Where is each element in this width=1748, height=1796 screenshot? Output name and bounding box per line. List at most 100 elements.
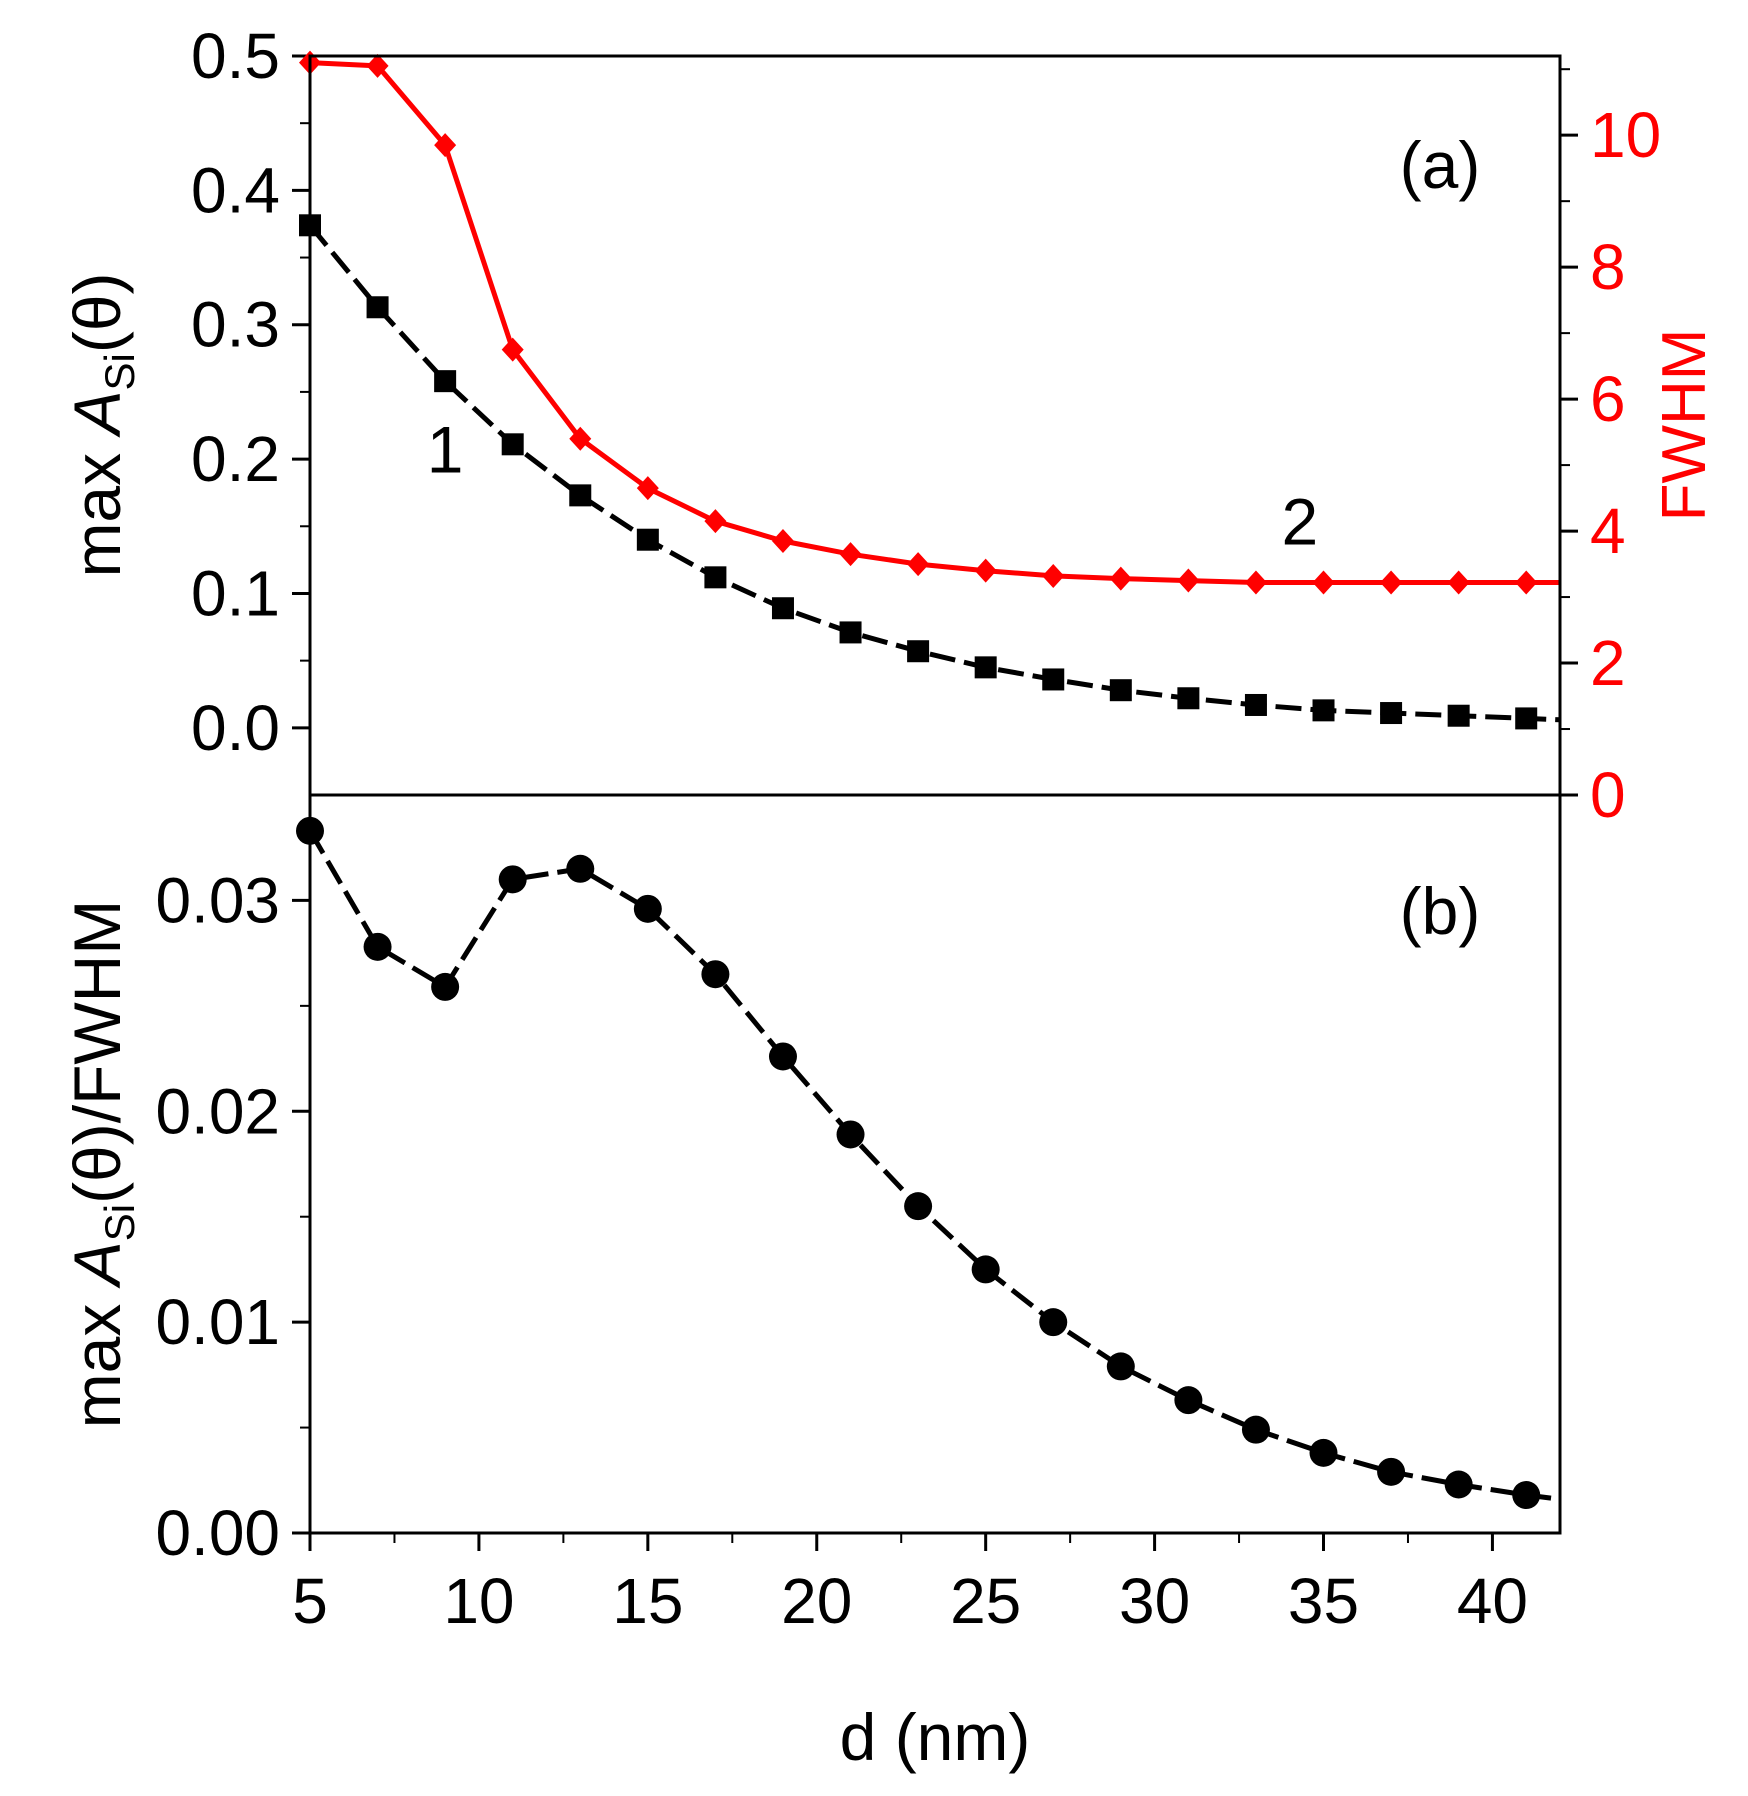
series-1-square-marker [1447, 704, 1470, 727]
series-2-diamond-marker [1380, 570, 1403, 595]
x-tick-label: 20 [781, 1565, 852, 1637]
series-1-line [308, 223, 1561, 723]
panel-b-left-tick-label: 0.01 [155, 1286, 280, 1358]
series-b-circle-marker [431, 972, 460, 1001]
ticks-layer [292, 54, 1578, 1551]
x-tick-label: 40 [1457, 1565, 1528, 1637]
x-tick-label: 5 [292, 1565, 328, 1637]
series-b-circle-marker [633, 894, 662, 923]
series-b-circle-marker [1444, 1470, 1473, 1499]
x-tick-label: 25 [950, 1565, 1021, 1637]
series-b-circle-marker [1377, 1457, 1406, 1486]
x-axis-title: d (nm) [840, 1700, 1031, 1774]
series-b-circle-marker [768, 1042, 797, 1071]
panel-a-left-axis-title-suffix: (θ) [60, 272, 134, 353]
series-2-diamond-marker [771, 528, 794, 553]
x-tick-label: 15 [612, 1565, 683, 1637]
series-2-diamond-marker [704, 509, 727, 534]
panel-b-left-axis-title-italic: A [60, 1241, 134, 1289]
series-1-square-marker [434, 370, 457, 393]
series-2-diamond-marker [1042, 563, 1065, 588]
series-2-diamond-marker [1109, 566, 1132, 591]
panel-a-right-tick-label: 4 [1590, 495, 1626, 567]
series-2-diamond-marker [1447, 570, 1470, 595]
panel-b-left-tick-label: 0.00 [155, 1497, 280, 1569]
panel-b-left-axis-title-subscript: Si [96, 1204, 143, 1241]
series-b-circle-marker [701, 960, 730, 989]
series-b-circle-marker [1039, 1308, 1068, 1337]
series-2-diamond-marker [907, 552, 930, 577]
series-1-square-marker [366, 296, 389, 319]
series-b-circle-marker [836, 1120, 865, 1149]
series-1-square-marker [974, 656, 997, 679]
series-1-square-marker [1312, 699, 1335, 722]
series-1-square-marker [907, 640, 930, 663]
series-1-square-marker [569, 484, 592, 507]
series-2-diamond-marker [434, 133, 457, 158]
panel-b-left-tick-label: 0.03 [155, 864, 280, 936]
panel-a-label: (a) [1400, 128, 1481, 202]
series-b-circle-marker [363, 932, 392, 961]
panel-b-left-axis-title: max ASi(θ)/FWHM [60, 900, 143, 1429]
panel-a-left-tick-label: 0.5 [191, 20, 280, 92]
series-1-square-marker [771, 597, 794, 620]
panel-a-right-tick-label: 8 [1590, 231, 1626, 303]
series-2-line [309, 60, 1560, 585]
series-1-square-marker [839, 621, 862, 644]
series-b-circle-marker [971, 1255, 1000, 1284]
panel-a-right-tick-label: 6 [1590, 363, 1626, 435]
panel-a-left-tick-label: 0.0 [191, 692, 280, 764]
x-tick-label: 30 [1119, 1565, 1190, 1637]
series-b-circle-marker [1106, 1352, 1135, 1381]
series-b-circle-marker [1512, 1481, 1541, 1510]
series-b-circle-marker [498, 865, 527, 894]
series-2-diamond-marker [569, 426, 592, 451]
panel-b-frame [308, 793, 1562, 1535]
series-2-label: 2 [1282, 484, 1319, 558]
series-1-label: 1 [427, 413, 464, 487]
panel-a-left-tick-label: 0.1 [191, 557, 280, 629]
text-layer: 5 10 15 20 25 30 35 40d (nm)0.00.10.20.30.40.50… [60, 20, 1719, 1774]
series-1-square-marker [1244, 693, 1267, 716]
series-1-square-marker [1042, 668, 1065, 691]
panel-a-left-axis-title-subscript: Si [96, 353, 143, 390]
frames-layer [308, 54, 1562, 1535]
series-1-square-marker [1515, 707, 1538, 730]
series-1-square-marker [501, 433, 524, 456]
series-b-circle-marker [1174, 1386, 1203, 1415]
panel-a-right-tick-label: 10 [1590, 99, 1661, 171]
panel-a-left-tick-label: 0.4 [191, 154, 280, 226]
panel-b-left-axis-title-prefix: max [60, 1285, 134, 1428]
series-layer [296, 50, 1561, 1510]
series-2-diamond-marker [1312, 570, 1335, 595]
panel-a-left-axis-title-prefix: max [60, 435, 134, 578]
series-2-diamond-marker [974, 558, 997, 583]
series-1-square-marker [704, 566, 727, 589]
panel-b-left-tick-label: 0.02 [155, 1075, 280, 1147]
series-1-square-marker [636, 528, 659, 551]
series-1-square-marker [1380, 702, 1403, 725]
series-b-circle-marker [566, 854, 595, 883]
series-b-circle-marker [904, 1192, 933, 1221]
series-2-diamond-marker [1515, 570, 1538, 595]
panel-a-right-tick-label: 2 [1590, 627, 1626, 699]
panel-b-left-axis-title-suffix: (θ)/FWHM [60, 900, 134, 1204]
series-b-circle-marker [1241, 1415, 1270, 1444]
series-2-diamond-marker [1244, 570, 1267, 595]
series-b-circle-marker [1309, 1438, 1338, 1467]
panel-b-label: (b) [1400, 874, 1481, 948]
panel-a-left-axis-title: max ASi(θ) [60, 272, 143, 577]
series-2-diamond-marker [636, 476, 659, 501]
panel-a-right-tick-label: 0 [1590, 759, 1626, 831]
series-2-diamond-marker [366, 53, 389, 78]
x-tick-label: 10 [443, 1565, 514, 1637]
series-1-square-marker [1109, 679, 1132, 702]
series-2-diamond-marker [501, 337, 524, 362]
panel-a-left-tick-label: 0.3 [191, 289, 280, 361]
panel-a-right-axis-title: FWHM [1650, 329, 1719, 522]
series-2-diamond-marker [1177, 568, 1200, 593]
panel-a-left-tick-label: 0.2 [191, 423, 280, 495]
x-tick-label: 35 [1288, 1565, 1359, 1637]
panel-a-left-axis-title-italic: A [60, 390, 134, 438]
